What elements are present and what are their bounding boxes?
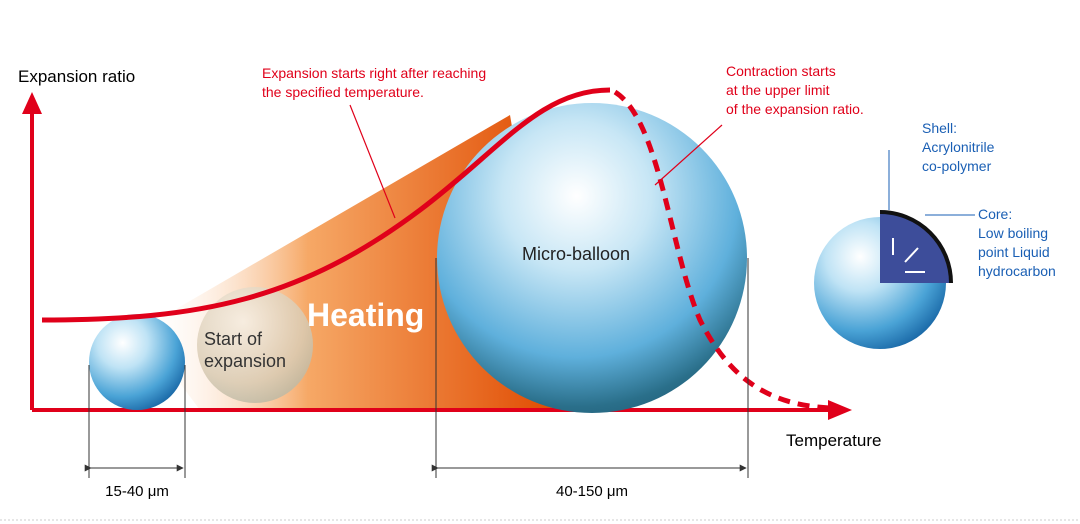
dimension-small — [84, 365, 186, 478]
y-axis-label: Expansion ratio — [18, 67, 135, 86]
x-axis-label: Temperature — [786, 431, 881, 450]
core-cutaway — [880, 212, 951, 283]
shell-layer — [879, 210, 953, 284]
expanding-sphere — [197, 287, 313, 403]
expansion-curve — [41, 87, 611, 323]
micro-balloon-sphere — [437, 103, 747, 413]
leader — [349, 104, 396, 219]
sphere-label: Micro-balloon — [522, 244, 630, 264]
leader — [654, 124, 723, 186]
dimension-label: 40-150 μm — [556, 483, 628, 500]
core-arrows — [892, 238, 925, 273]
x-arrow — [828, 400, 852, 420]
shell-label: Shell: Acrylonitrile co-polymer — [922, 120, 998, 174]
core-label: Core: Low boiling point Liquid hydrocarb… — [978, 206, 1056, 279]
annotation: Contraction starts at the upper limit of… — [726, 63, 864, 117]
dimension-large — [431, 258, 749, 478]
annotation: Expansion starts right after reaching th… — [262, 65, 490, 100]
heating-label: Heating — [307, 297, 424, 333]
dimension-label: 15-40 μm — [105, 483, 169, 500]
small-sphere — [89, 314, 185, 410]
y-arrow — [22, 92, 42, 114]
sphere-label: Start of expansion — [204, 329, 286, 371]
